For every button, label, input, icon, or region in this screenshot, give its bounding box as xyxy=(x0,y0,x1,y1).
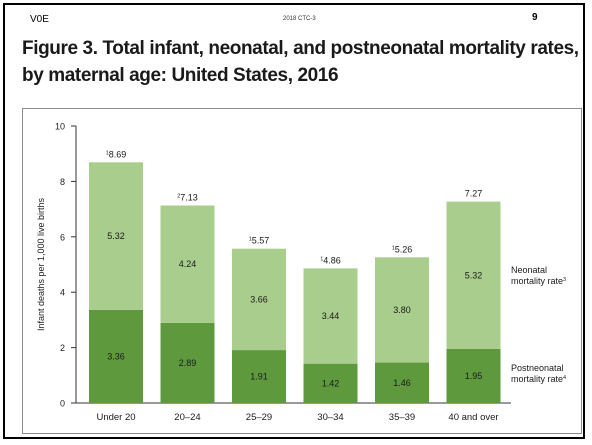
bar-postneonatal-value-label: 1.42 xyxy=(322,378,340,388)
legend-text: Postneonatal xyxy=(511,363,564,373)
total-value: 7.27 xyxy=(465,189,483,199)
bar-neonatal xyxy=(303,268,358,364)
bar-neonatal xyxy=(89,162,143,310)
total-value: 5.57 xyxy=(252,236,270,246)
legend-footnote-marker: 4 xyxy=(563,375,566,381)
legend-text: mortality rate xyxy=(511,374,563,384)
page-frame xyxy=(3,3,585,439)
bar-neonatal-value-label: 3.66 xyxy=(250,294,268,304)
y-tick-label: 6 xyxy=(60,232,65,242)
x-tick-label: 25–29 xyxy=(246,412,272,423)
bar-neonatal-value-label: 5.32 xyxy=(107,231,125,241)
bar-postneonatal xyxy=(375,362,429,403)
total-footnote-marker: 1 xyxy=(392,245,395,251)
bar-postneonatal-value-label: 1.95 xyxy=(465,371,483,381)
legend-label-neonatal: Neonatal xyxy=(511,265,547,275)
figure-title-line-1: Figure 3. Total infant, neonatal, and po… xyxy=(22,38,579,59)
bar-total-label: 18.69 xyxy=(106,149,127,159)
chart-container: 0 2 4 6 8 10 Infant deaths per 1,000 live birt… xyxy=(22,108,582,434)
y-axis-label: Infant deaths per 1,000 live births xyxy=(36,197,46,331)
total-value: 7.13 xyxy=(180,192,198,202)
legend-text: Neonatal xyxy=(511,265,547,275)
legend-label-neonatal: mortality rate3 xyxy=(511,276,566,286)
total-footnote-marker: 1 xyxy=(249,237,252,243)
header-left-text: V0E xyxy=(30,14,49,25)
y-tick-label: 8 xyxy=(60,177,65,187)
x-tick-label: 35–39 xyxy=(389,412,415,423)
x-tick-label: 30–34 xyxy=(317,412,343,423)
bar-postneonatal xyxy=(160,322,215,403)
legend-label-postneonatal: Postneonatal xyxy=(511,363,564,373)
bar-total-label: 14.86 xyxy=(320,255,341,265)
x-tick-label: Under 20 xyxy=(96,412,135,423)
legend-text: mortality rate xyxy=(511,276,563,286)
bar-postneonatal-value-label: 3.36 xyxy=(107,351,125,361)
y-tick-label: 10 xyxy=(55,122,65,132)
total-footnote-marker: 2 xyxy=(177,193,180,199)
bar-postneonatal xyxy=(446,348,501,403)
y-tick-label: 0 xyxy=(60,399,65,409)
y-tick-label: 2 xyxy=(60,343,65,353)
bar-neonatal-value-label: 5.32 xyxy=(465,270,483,280)
bar-postneonatal xyxy=(89,309,143,403)
bar-postneonatal-value-label: 1.46 xyxy=(393,378,411,388)
bar-total-label: 7.27 xyxy=(465,189,483,199)
total-footnote-marker: 1 xyxy=(320,256,323,262)
page-number: 9 xyxy=(532,12,538,23)
figure-title-line-2: by maternal age: United States, 2016 xyxy=(22,65,339,86)
bar-postneonatal-value-label: 2.89 xyxy=(179,358,197,368)
bar-postneonatal xyxy=(232,350,286,403)
x-tick-label: 20–24 xyxy=(174,412,200,423)
legend-footnote-marker: 3 xyxy=(563,277,566,283)
total-value: 5.26 xyxy=(395,244,413,254)
y-tick-label: 4 xyxy=(60,288,65,298)
bar-neonatal-value-label: 4.24 xyxy=(179,259,197,269)
total-value: 8.69 xyxy=(109,149,127,159)
bar-neonatal xyxy=(160,205,215,323)
bar-total-label: 27.13 xyxy=(177,192,198,202)
header-center-text: 2018 CTC-3 xyxy=(283,16,316,22)
bar-neonatal-value-label: 3.80 xyxy=(393,305,411,315)
total-footnote-marker: 1 xyxy=(106,150,109,156)
bar-total-label: 15.26 xyxy=(392,244,413,254)
bar-neonatal xyxy=(446,201,501,349)
bar-neonatal xyxy=(375,257,429,363)
bar-neonatal-value-label: 3.44 xyxy=(322,311,340,321)
bar-postneonatal-value-label: 1.91 xyxy=(250,372,268,382)
figure-title: Figure 3. Total infant, neonatal, and po… xyxy=(22,35,582,89)
legend-label-postneonatal: mortality rate4 xyxy=(511,374,566,384)
bar-neonatal xyxy=(232,248,286,351)
bar-total-label: 15.57 xyxy=(249,236,270,246)
stacked-bar-chart: 0 2 4 6 8 10 Infant deaths per 1,000 live birt… xyxy=(36,122,566,424)
total-value: 4.86 xyxy=(323,255,341,265)
bar-postneonatal xyxy=(303,363,358,403)
x-tick-label: 40 and over xyxy=(448,412,498,423)
